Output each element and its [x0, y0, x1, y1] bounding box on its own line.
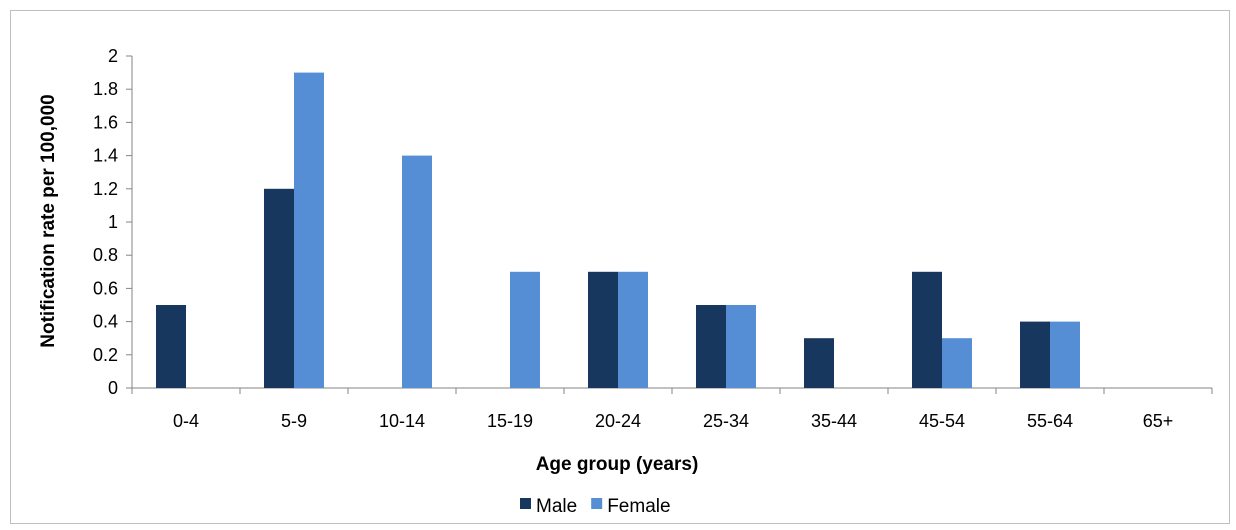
bar-male-0-4 — [156, 305, 186, 388]
y-tick-label: 1 — [108, 212, 118, 232]
y-tick-label: 0.8 — [93, 245, 118, 265]
x-tick-label: 45-54 — [919, 411, 965, 431]
bars — [156, 72, 1080, 388]
x-tick-label: 0-4 — [173, 411, 199, 431]
y-tick-label: 1.4 — [93, 146, 118, 166]
bar-female-55-64 — [1050, 321, 1080, 388]
y-axis: 0 0.2 0.4 0.6 0.8 1 1.2 1.4 1.6 1.8 2 — [93, 46, 133, 398]
bar-male-35-44 — [804, 338, 834, 388]
x-tick-label: 10-14 — [379, 411, 425, 431]
bar-male-45-54 — [912, 271, 942, 388]
x-tick-label: 20-24 — [595, 411, 641, 431]
y-tick-label: 2 — [108, 46, 118, 66]
bar-female-25-34 — [726, 305, 756, 388]
bar-female-10-14 — [402, 155, 432, 388]
bar-female-45-54 — [942, 338, 972, 388]
y-tick-label: 0 — [108, 378, 118, 398]
bar-female-15-19 — [510, 271, 540, 388]
legend-label-female: Female — [607, 496, 670, 517]
legend-label-male: Male — [536, 496, 577, 517]
legend-swatch-male — [520, 498, 531, 509]
legend: Male Female — [520, 496, 671, 517]
x-tick-label: 55-64 — [1027, 411, 1073, 431]
chart-frame — [10, 10, 1230, 524]
bar-male-25-34 — [696, 305, 726, 388]
y-tick-label: 1.8 — [93, 79, 118, 99]
y-tick-label: 0.6 — [93, 278, 118, 298]
bar-female-20-24 — [618, 271, 648, 388]
bar-male-55-64 — [1020, 321, 1050, 388]
y-tick-label: 1.6 — [93, 112, 118, 132]
y-axis-label: Notification rate per 100,000 — [38, 94, 59, 347]
bar-male-20-24 — [588, 271, 618, 388]
legend-swatch-female — [591, 498, 603, 509]
x-tick-label: 5-9 — [281, 411, 307, 431]
y-tick-label: 0.4 — [93, 312, 118, 332]
bar-male-5-9 — [264, 188, 294, 388]
x-axis-label: Age group (years) — [536, 454, 699, 475]
bar-female-5-9 — [294, 72, 324, 388]
x-tick-label: 25-34 — [703, 411, 749, 431]
x-axis: 0-4 5-9 10-14 15-19 20-24 25-34 35-44 45-54 55-6… — [131, 387, 1213, 431]
y-tick-label: 1.2 — [93, 179, 118, 199]
x-tick-label: 65+ — [1143, 411, 1174, 431]
x-tick-label: 35-44 — [811, 411, 857, 431]
y-tick-label: 0.2 — [93, 345, 118, 365]
x-tick-label: 15-19 — [487, 411, 533, 431]
